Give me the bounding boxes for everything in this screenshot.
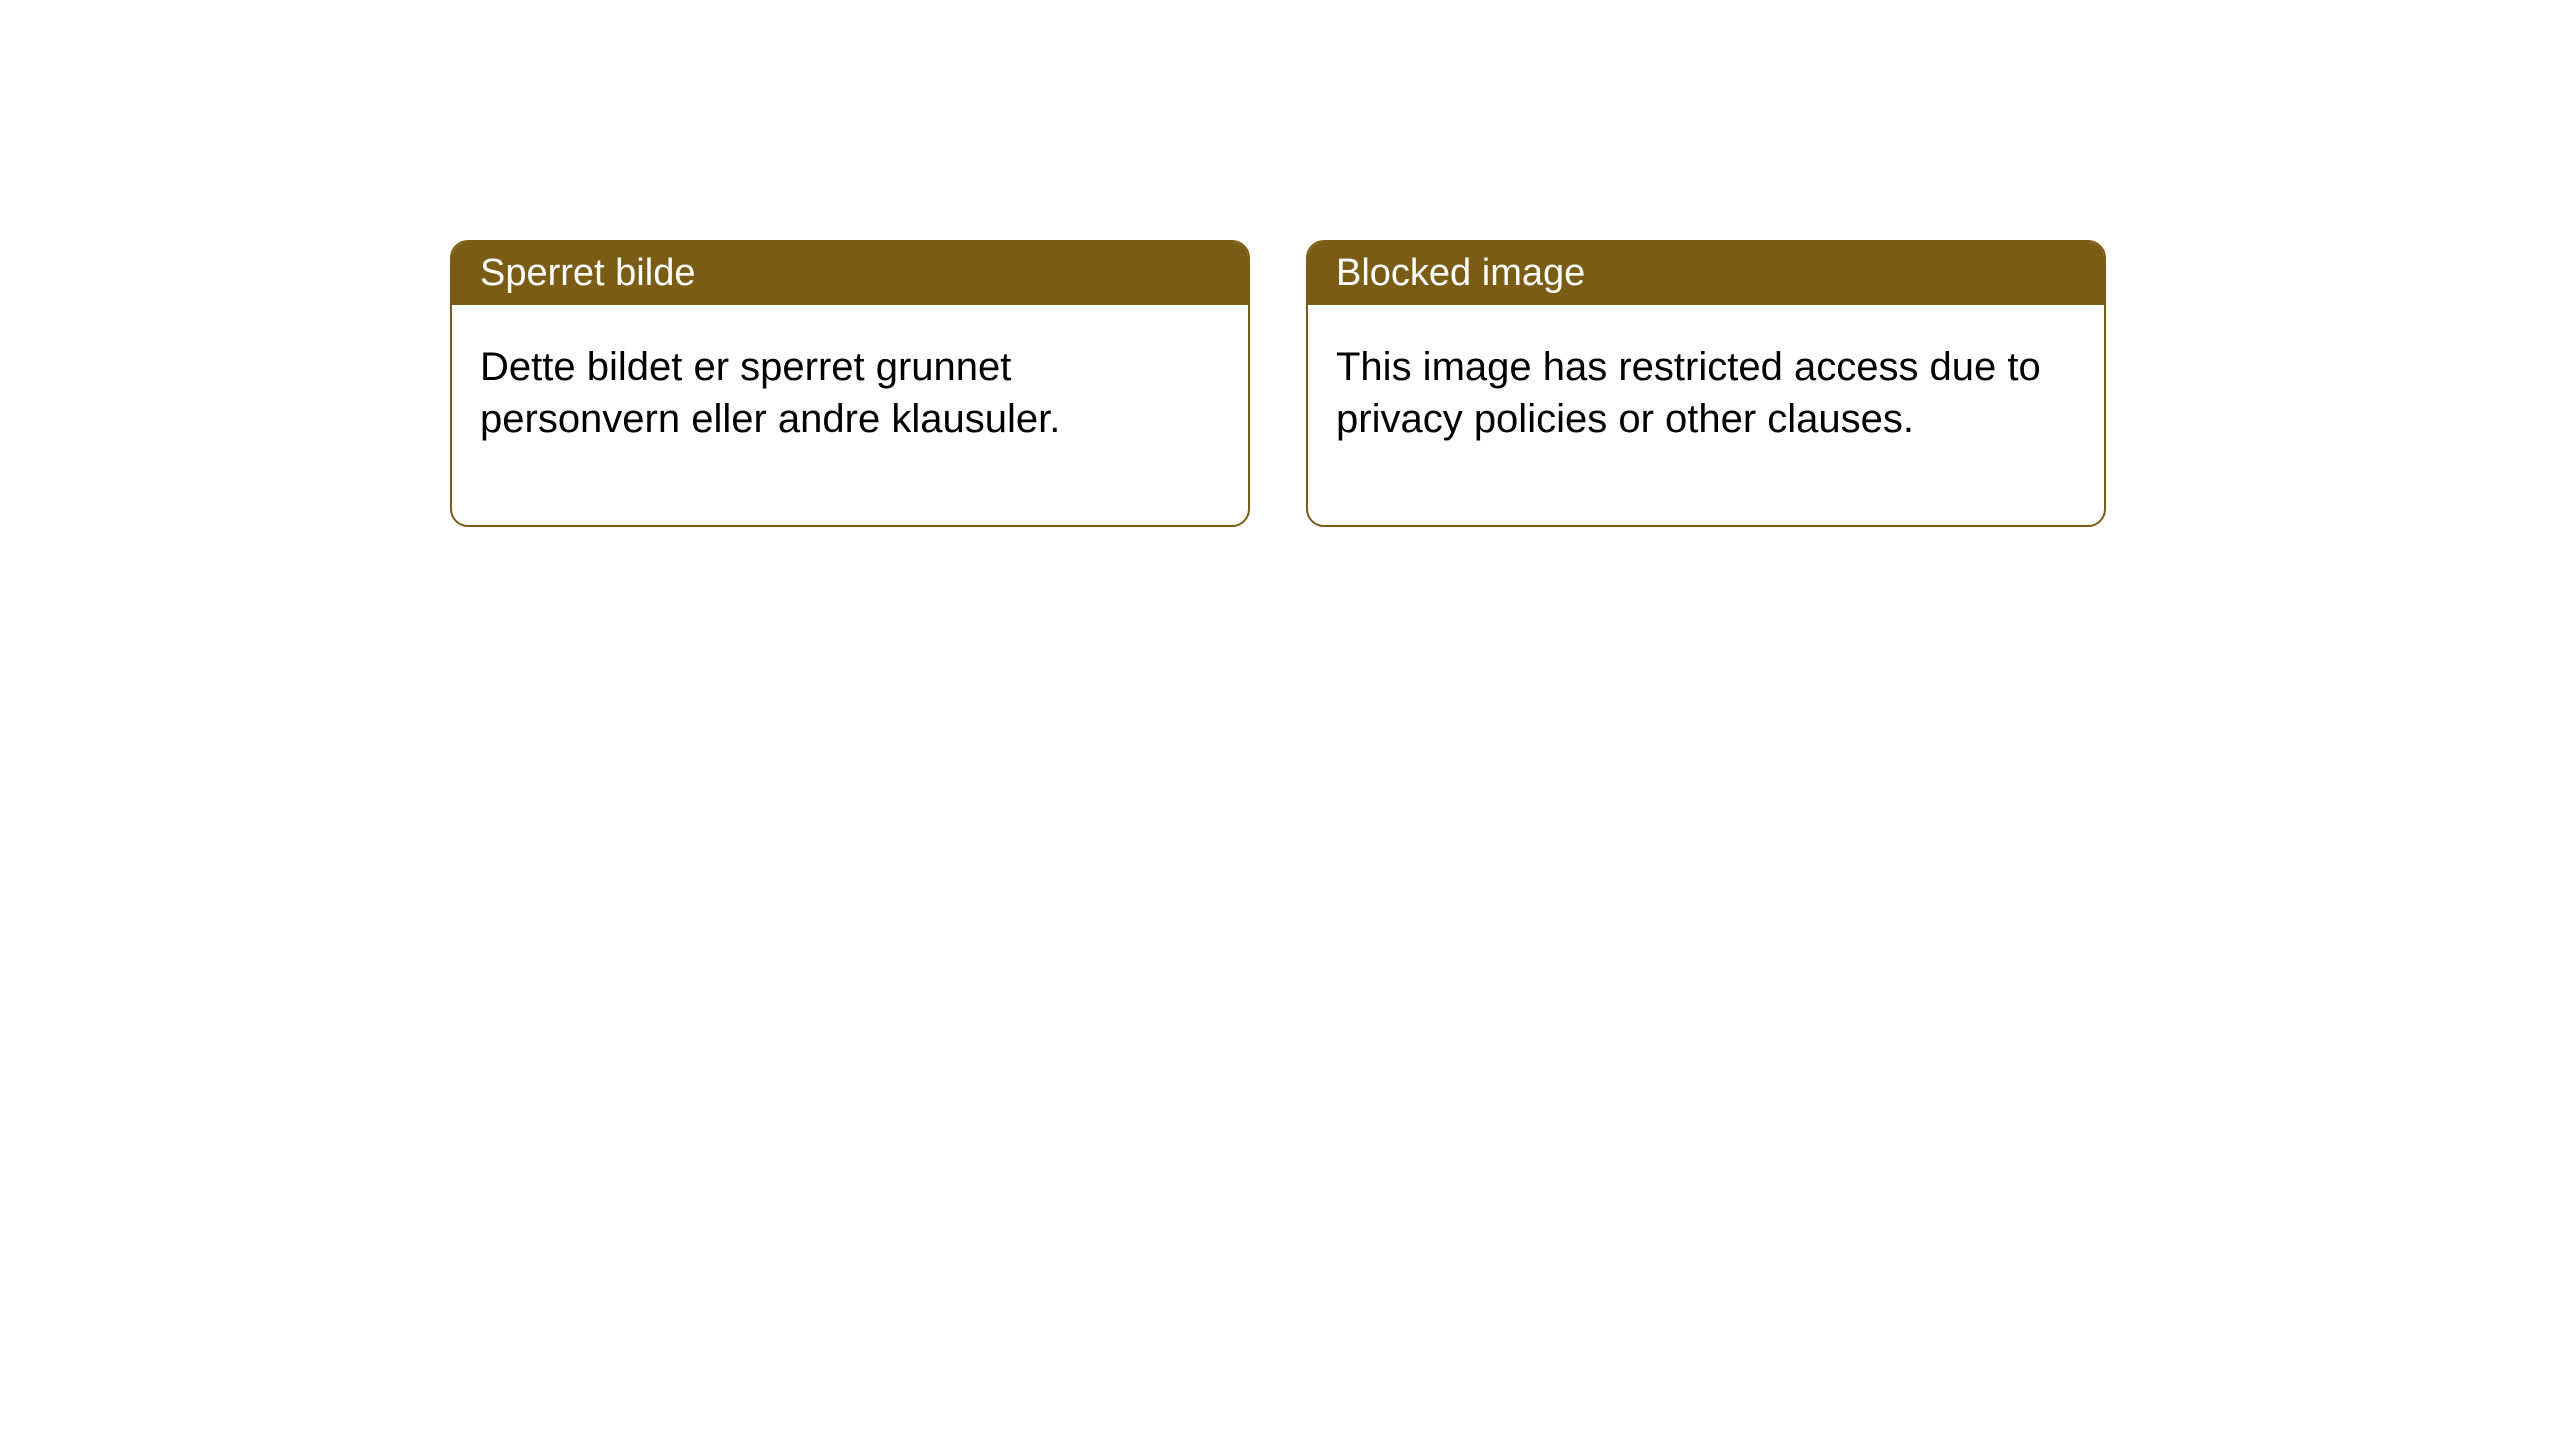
card-title-no: Sperret bilde — [480, 252, 695, 294]
card-message-en: This image has restricted access due to … — [1336, 345, 2041, 441]
notice-card-en: Blocked image This image has restricted … — [1306, 240, 2106, 527]
card-body-en: This image has restricted access due to … — [1308, 305, 2104, 525]
card-title-en: Blocked image — [1336, 252, 1585, 294]
card-body-no: Dette bildet er sperret grunnet personve… — [452, 305, 1248, 525]
card-message-no: Dette bildet er sperret grunnet personve… — [480, 345, 1060, 441]
card-header-no: Sperret bilde — [452, 242, 1248, 305]
blocked-image-notice-container: Sperret bilde Dette bildet er sperret gr… — [450, 240, 2106, 527]
notice-card-no: Sperret bilde Dette bildet er sperret gr… — [450, 240, 1250, 527]
card-header-en: Blocked image — [1308, 242, 2104, 305]
